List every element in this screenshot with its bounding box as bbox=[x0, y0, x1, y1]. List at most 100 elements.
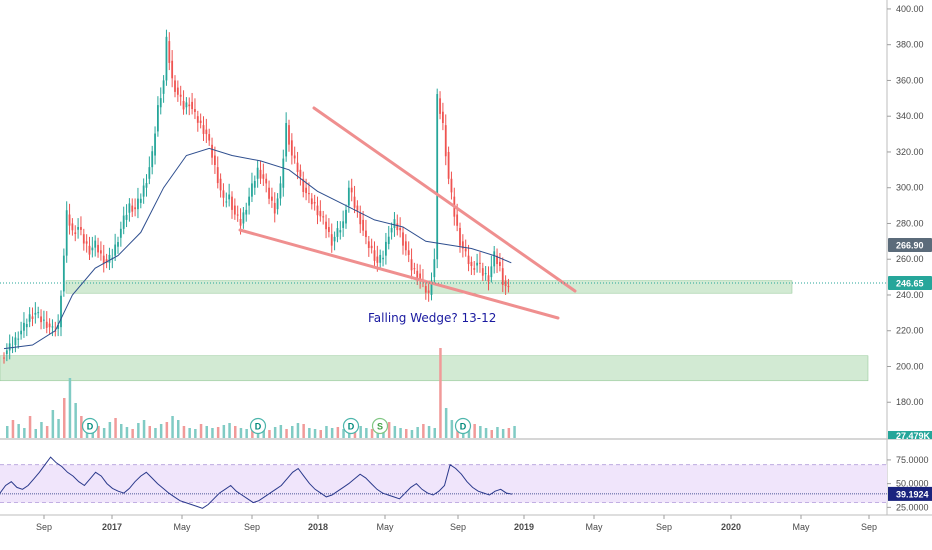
volume-bar bbox=[228, 423, 231, 438]
marker-circle bbox=[342, 417, 360, 435]
rsi-value-label: 39.1924 bbox=[896, 489, 929, 499]
dividend-marker[interactable]: D bbox=[81, 417, 99, 435]
candle-body bbox=[3, 357, 5, 359]
candle-body bbox=[419, 273, 421, 280]
candle-body bbox=[8, 343, 11, 351]
dividend-marker[interactable]: D bbox=[454, 417, 472, 435]
rsi-tick-label: 50.0000 bbox=[896, 479, 929, 489]
volume-bar bbox=[268, 430, 271, 438]
candle-body bbox=[296, 162, 299, 172]
candle-body bbox=[308, 193, 310, 195]
time-tick-label: Sep bbox=[244, 522, 260, 532]
candle-body bbox=[17, 338, 20, 340]
candle-body bbox=[310, 198, 313, 205]
candle-body bbox=[219, 178, 222, 191]
candle-body bbox=[25, 323, 28, 328]
price-tags: 266.90 246.65 27.479K bbox=[888, 238, 932, 441]
chart-annotation[interactable]: Falling Wedge? 13-12 bbox=[368, 311, 496, 325]
candle-body bbox=[225, 201, 228, 203]
wedge-trendlines[interactable] bbox=[238, 106, 577, 320]
candle-body bbox=[65, 210, 68, 256]
candle-body bbox=[259, 169, 262, 179]
volume-bar bbox=[177, 420, 180, 438]
candle-body bbox=[14, 337, 17, 346]
candle-body bbox=[433, 259, 436, 278]
dividend-marker[interactable]: S bbox=[371, 417, 389, 435]
candle-body bbox=[40, 316, 42, 323]
candle-body bbox=[373, 250, 376, 261]
volume-bar bbox=[142, 420, 146, 438]
candle-body bbox=[45, 321, 48, 328]
candle-body bbox=[467, 255, 470, 265]
volume-bar bbox=[51, 410, 55, 438]
candle-body bbox=[404, 241, 407, 251]
candle-body bbox=[171, 60, 174, 79]
marker-label: D bbox=[255, 422, 262, 432]
volume-bar bbox=[399, 428, 402, 438]
rsi-line bbox=[0, 456, 513, 509]
candle-body bbox=[390, 227, 393, 233]
price-axis: 400.00 380.00 360.00 340.00 320.00 300.00 280.… bbox=[887, 4, 924, 407]
time-tick-label: Sep bbox=[450, 522, 466, 532]
candle-body bbox=[71, 223, 74, 231]
candle-body bbox=[122, 215, 125, 229]
candle-body bbox=[464, 248, 467, 252]
volume-tag bbox=[888, 431, 932, 439]
candle-body bbox=[208, 134, 211, 141]
candle-body bbox=[188, 104, 191, 107]
volume-bar bbox=[137, 423, 140, 438]
candle-body bbox=[430, 281, 433, 295]
volume-bar bbox=[285, 429, 288, 438]
dividend-marker[interactable]: D bbox=[249, 417, 267, 435]
candle-body bbox=[128, 203, 131, 213]
candle-body bbox=[48, 323, 51, 328]
candle-body bbox=[154, 133, 156, 156]
candle-body bbox=[396, 223, 399, 231]
volume-bar bbox=[330, 428, 334, 438]
rsi-pane[interactable] bbox=[0, 456, 887, 509]
volume-bar bbox=[359, 426, 362, 438]
volume-bar bbox=[222, 425, 226, 438]
volume-bar bbox=[427, 426, 431, 438]
candle-body bbox=[268, 187, 270, 199]
volume-bar bbox=[11, 420, 15, 438]
price-tag bbox=[888, 276, 932, 290]
candle-body bbox=[385, 241, 387, 256]
candle-body bbox=[493, 251, 496, 267]
candle-body bbox=[271, 196, 273, 201]
volume-bar bbox=[467, 429, 471, 438]
candle-body bbox=[28, 314, 31, 322]
candle-body bbox=[202, 125, 205, 134]
candle-body bbox=[356, 205, 359, 211]
dividend-marker[interactable]: D bbox=[342, 417, 360, 435]
time-tick-label: Sep bbox=[656, 522, 672, 532]
volume-bar bbox=[279, 425, 283, 438]
candle-body bbox=[88, 245, 91, 255]
candle-body bbox=[231, 196, 233, 210]
candle-body bbox=[399, 227, 402, 231]
price-tick-label: 360.00 bbox=[896, 75, 924, 85]
volume-bar bbox=[251, 426, 254, 438]
candle-body bbox=[114, 244, 117, 256]
volume-bar bbox=[296, 423, 300, 438]
volume-bar bbox=[188, 428, 191, 438]
candle-body bbox=[137, 198, 139, 210]
candle-body bbox=[350, 187, 353, 193]
volume-bar bbox=[387, 422, 391, 438]
candle-body bbox=[77, 227, 79, 230]
candle-body bbox=[339, 230, 342, 233]
volume-bar bbox=[319, 430, 322, 438]
candle-body bbox=[387, 236, 390, 245]
volume-bar bbox=[74, 403, 77, 438]
price-tick-label: 300.00 bbox=[896, 183, 924, 193]
candle-body bbox=[273, 202, 276, 214]
candle-body bbox=[376, 256, 379, 263]
candlestick-series bbox=[3, 29, 510, 364]
volume-bar bbox=[444, 408, 448, 438]
candle-body bbox=[85, 241, 88, 244]
candle-body bbox=[179, 94, 182, 97]
candle-body bbox=[302, 178, 305, 193]
marker-circle bbox=[249, 417, 267, 435]
